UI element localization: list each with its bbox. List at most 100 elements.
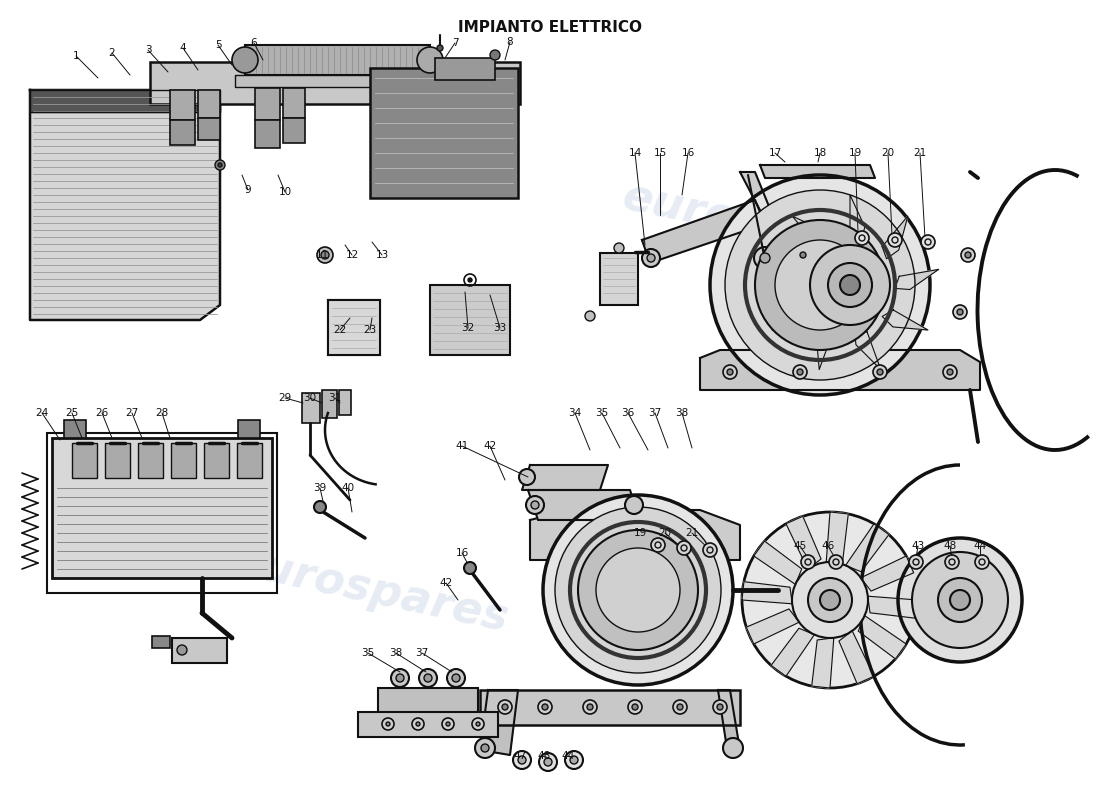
Text: 28: 28 bbox=[155, 408, 168, 418]
Text: 27: 27 bbox=[125, 408, 139, 418]
Text: 33: 33 bbox=[494, 323, 507, 333]
Circle shape bbox=[544, 758, 552, 766]
Circle shape bbox=[502, 704, 508, 710]
Polygon shape bbox=[868, 596, 918, 618]
Circle shape bbox=[792, 562, 868, 638]
Text: 38: 38 bbox=[675, 408, 689, 418]
Circle shape bbox=[888, 233, 902, 247]
Circle shape bbox=[829, 555, 843, 569]
Circle shape bbox=[419, 669, 437, 687]
Circle shape bbox=[760, 253, 770, 263]
Text: 18: 18 bbox=[813, 148, 826, 158]
Circle shape bbox=[513, 751, 531, 769]
Circle shape bbox=[232, 47, 258, 73]
Bar bbox=[238, 420, 260, 438]
Text: 37: 37 bbox=[416, 648, 429, 658]
Bar bbox=[600, 253, 638, 305]
Circle shape bbox=[727, 369, 733, 375]
Circle shape bbox=[464, 562, 476, 574]
Circle shape bbox=[446, 722, 450, 726]
Bar bbox=[198, 90, 220, 118]
Circle shape bbox=[317, 247, 333, 263]
Bar bbox=[198, 118, 220, 140]
Bar bbox=[236, 443, 262, 478]
Text: 38: 38 bbox=[389, 648, 403, 658]
Circle shape bbox=[632, 704, 638, 710]
Bar bbox=[235, 75, 440, 87]
Circle shape bbox=[539, 753, 557, 771]
Circle shape bbox=[556, 507, 720, 673]
Text: 16: 16 bbox=[681, 148, 694, 158]
Bar bbox=[328, 300, 380, 355]
Polygon shape bbox=[771, 628, 814, 676]
Circle shape bbox=[447, 669, 465, 687]
Bar bbox=[480, 690, 740, 725]
Text: 7: 7 bbox=[452, 38, 459, 48]
Circle shape bbox=[538, 700, 552, 714]
Circle shape bbox=[921, 235, 935, 249]
Text: 31: 31 bbox=[329, 393, 342, 403]
Polygon shape bbox=[882, 216, 908, 258]
Text: 20: 20 bbox=[881, 148, 894, 158]
Text: 35: 35 bbox=[362, 648, 375, 658]
Bar bbox=[283, 88, 305, 118]
Polygon shape bbox=[839, 631, 875, 684]
Polygon shape bbox=[746, 609, 800, 644]
Bar bbox=[47, 433, 277, 593]
Polygon shape bbox=[792, 216, 830, 246]
Circle shape bbox=[776, 240, 865, 330]
Polygon shape bbox=[772, 297, 806, 330]
Circle shape bbox=[416, 722, 420, 726]
Circle shape bbox=[651, 538, 666, 552]
Text: 19: 19 bbox=[634, 528, 647, 538]
Bar bbox=[170, 90, 195, 120]
Text: 16: 16 bbox=[455, 548, 469, 558]
Circle shape bbox=[947, 369, 953, 375]
Circle shape bbox=[800, 252, 806, 258]
Circle shape bbox=[953, 305, 967, 319]
Text: 30: 30 bbox=[304, 393, 317, 403]
Circle shape bbox=[828, 263, 872, 307]
Circle shape bbox=[808, 578, 852, 622]
Circle shape bbox=[754, 247, 776, 269]
Text: 13: 13 bbox=[375, 250, 388, 260]
Polygon shape bbox=[826, 512, 848, 562]
Polygon shape bbox=[30, 90, 220, 112]
Bar bbox=[170, 120, 195, 145]
Circle shape bbox=[321, 251, 329, 259]
Text: 47: 47 bbox=[514, 751, 527, 761]
Circle shape bbox=[840, 275, 860, 295]
Bar bbox=[170, 443, 196, 478]
Text: 15: 15 bbox=[653, 148, 667, 158]
Text: 1: 1 bbox=[73, 51, 79, 61]
Text: 8: 8 bbox=[507, 37, 514, 47]
Circle shape bbox=[476, 722, 480, 726]
Circle shape bbox=[519, 469, 535, 485]
Circle shape bbox=[796, 248, 810, 262]
Bar bbox=[64, 420, 86, 438]
Polygon shape bbox=[858, 616, 906, 659]
Text: 17: 17 bbox=[769, 148, 782, 158]
Text: 43: 43 bbox=[912, 541, 925, 551]
Circle shape bbox=[542, 704, 548, 710]
Circle shape bbox=[490, 50, 500, 60]
Circle shape bbox=[943, 365, 957, 379]
Circle shape bbox=[177, 645, 187, 655]
Text: 44: 44 bbox=[561, 751, 574, 761]
Circle shape bbox=[961, 248, 975, 262]
Circle shape bbox=[424, 674, 432, 682]
Text: 24: 24 bbox=[35, 408, 48, 418]
Bar bbox=[405, 75, 435, 93]
Text: 42: 42 bbox=[483, 441, 496, 451]
Circle shape bbox=[873, 365, 887, 379]
Circle shape bbox=[957, 309, 962, 315]
Bar bbox=[322, 390, 337, 418]
Polygon shape bbox=[642, 200, 764, 263]
Circle shape bbox=[442, 718, 454, 730]
Circle shape bbox=[396, 674, 404, 682]
Text: 25: 25 bbox=[65, 408, 78, 418]
Polygon shape bbox=[882, 310, 928, 330]
Polygon shape bbox=[530, 510, 740, 560]
Text: 29: 29 bbox=[278, 393, 292, 403]
Circle shape bbox=[710, 175, 930, 395]
